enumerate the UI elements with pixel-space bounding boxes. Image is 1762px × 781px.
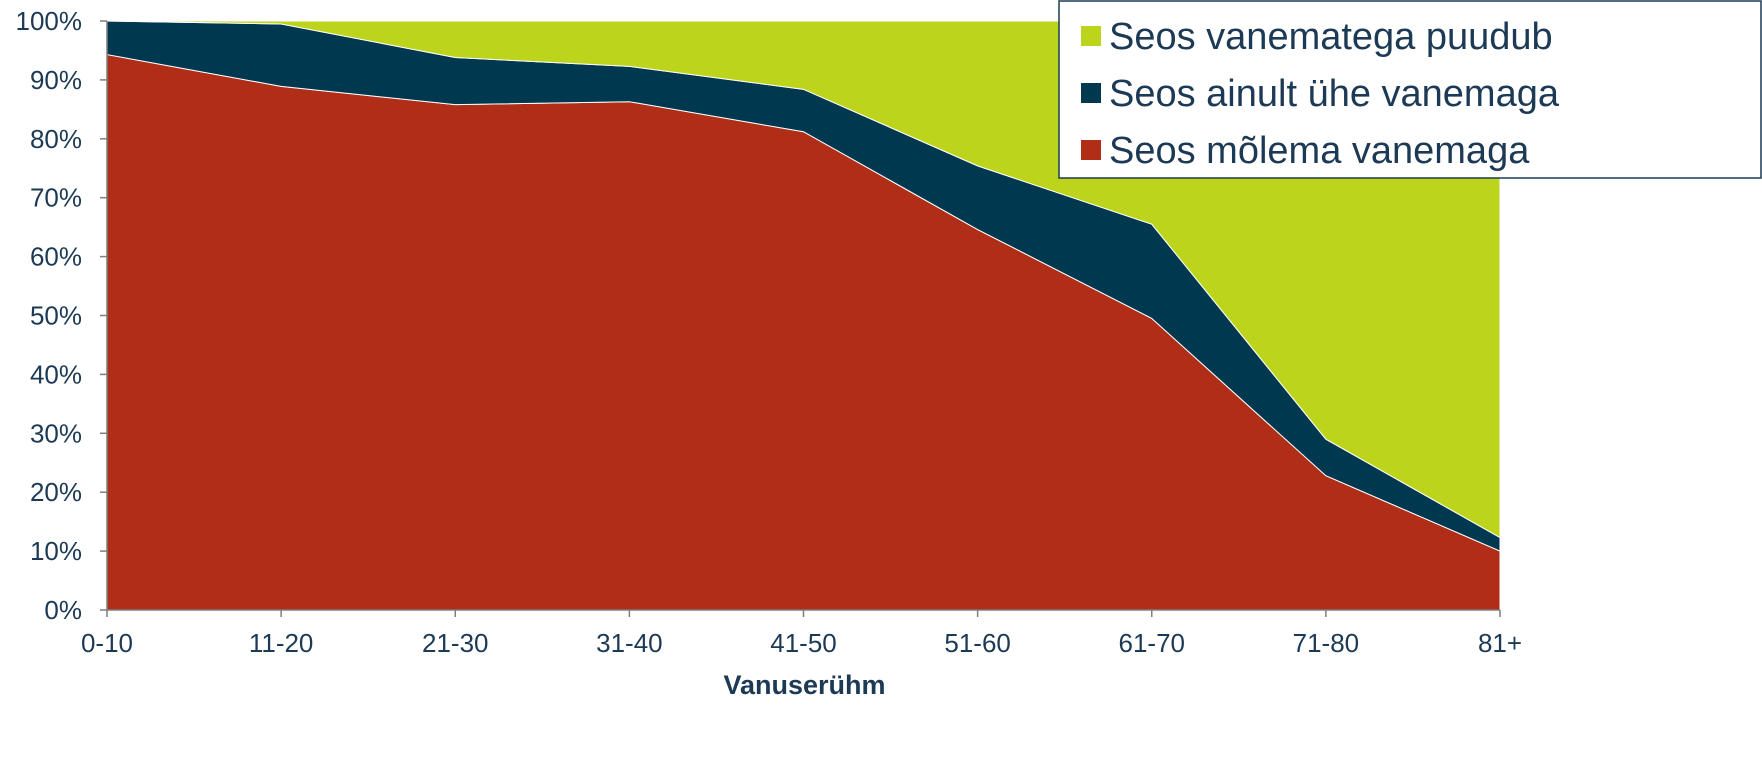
legend: Seos vanematega puudub Seos ainult ühe va… [1058, 0, 1762, 179]
y-tick-label: 60% [30, 242, 82, 272]
y-tick-label: 70% [30, 183, 82, 213]
x-tick-label: 31-40 [596, 628, 663, 658]
y-axis-ticks: 0% 10% 20% 30% 40% 50% 60% 70% 80% 90% 100% [16, 6, 107, 625]
legend-label: Seos ainult ühe vanemaga [1109, 73, 1560, 115]
legend-box [1058, 0, 1762, 179]
x-tick-label: 0-10 [81, 628, 133, 658]
y-tick-label: 100% [16, 6, 83, 36]
y-tick-label: 50% [30, 301, 82, 331]
x-axis-title: Vanuserühm [723, 670, 885, 700]
x-axis-ticks: 0-10 11-20 21-30 31-40 41-50 51-60 61-70 71-80 8… [81, 610, 1522, 658]
y-tick-label: 90% [30, 65, 82, 95]
legend-label: Seos vanematega puudub [1109, 16, 1553, 58]
x-tick-label: 71-80 [1293, 628, 1360, 658]
x-tick-label: 61-70 [1119, 628, 1186, 658]
y-tick-label: 30% [30, 418, 82, 448]
legend-swatch [1081, 83, 1101, 103]
x-tick-label: 41-50 [770, 628, 837, 658]
legend-label: Seos mõlema vanemaga [1109, 130, 1530, 172]
y-tick-label: 80% [30, 124, 82, 154]
x-tick-label: 51-60 [944, 628, 1011, 658]
y-tick-label: 40% [30, 359, 82, 389]
x-tick-label: 21-30 [422, 628, 489, 658]
legend-swatch [1081, 26, 1101, 46]
x-tick-label: 11-20 [249, 628, 314, 658]
y-tick-label: 0% [44, 595, 82, 625]
legend-swatch [1081, 140, 1101, 160]
y-tick-label: 10% [30, 536, 82, 566]
y-tick-label: 20% [30, 477, 82, 507]
x-tick-label: 81+ [1478, 628, 1522, 658]
